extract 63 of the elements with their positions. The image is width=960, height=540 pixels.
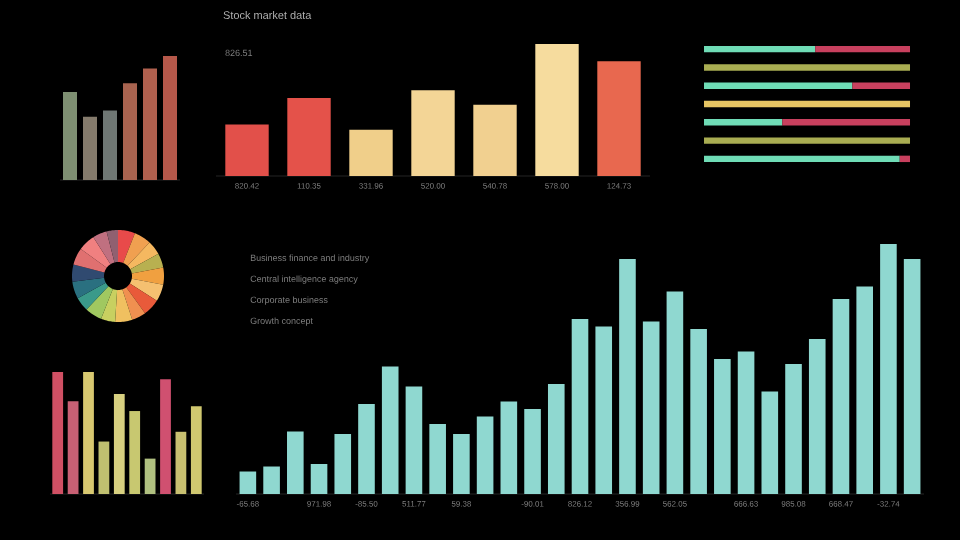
bar <box>287 431 304 495</box>
bar <box>381 366 399 495</box>
bar <box>476 416 494 495</box>
bar <box>704 100 911 108</box>
bar <box>785 364 802 495</box>
bar <box>500 401 518 495</box>
bar <box>815 45 911 53</box>
bar <box>704 119 783 126</box>
bar <box>239 471 257 495</box>
bar <box>113 393 125 495</box>
bar <box>67 401 79 495</box>
bar <box>524 409 541 495</box>
bar <box>263 466 280 495</box>
bar <box>287 98 331 176</box>
bar <box>899 155 911 163</box>
bar <box>856 286 873 495</box>
bar <box>163 56 177 181</box>
bar <box>160 379 171 495</box>
bar <box>52 372 64 495</box>
bar <box>83 372 94 495</box>
bar <box>704 155 900 163</box>
bar <box>832 299 850 495</box>
bar <box>63 91 77 181</box>
bar <box>190 406 202 495</box>
bar <box>98 441 110 495</box>
bar <box>429 424 446 495</box>
bar <box>143 68 157 181</box>
bar <box>535 44 579 176</box>
bar <box>411 90 455 176</box>
bar <box>349 129 393 176</box>
bar <box>595 326 613 495</box>
bar <box>547 384 565 495</box>
bar <box>597 61 641 176</box>
bar <box>619 259 636 495</box>
bar <box>334 434 352 495</box>
bar <box>690 329 707 495</box>
bar <box>782 119 911 126</box>
bar <box>473 104 517 176</box>
bar <box>571 319 589 495</box>
bar <box>737 351 755 495</box>
bar <box>642 321 660 495</box>
bar <box>704 64 911 71</box>
bar <box>358 404 375 495</box>
bar <box>123 83 137 181</box>
bar <box>704 137 911 144</box>
bar <box>225 124 269 176</box>
bar <box>704 82 853 89</box>
bar <box>666 291 684 495</box>
bar <box>103 110 117 181</box>
bar <box>129 411 141 495</box>
bar <box>453 434 470 495</box>
bar <box>808 339 826 495</box>
bar <box>83 116 97 181</box>
bar <box>761 391 779 495</box>
bar <box>310 464 328 495</box>
bar <box>852 82 911 89</box>
bar <box>714 359 731 495</box>
bar <box>175 431 187 495</box>
bar <box>144 458 156 495</box>
bar <box>903 259 921 495</box>
bar <box>880 244 897 495</box>
bar <box>405 386 423 495</box>
bar <box>704 45 816 53</box>
